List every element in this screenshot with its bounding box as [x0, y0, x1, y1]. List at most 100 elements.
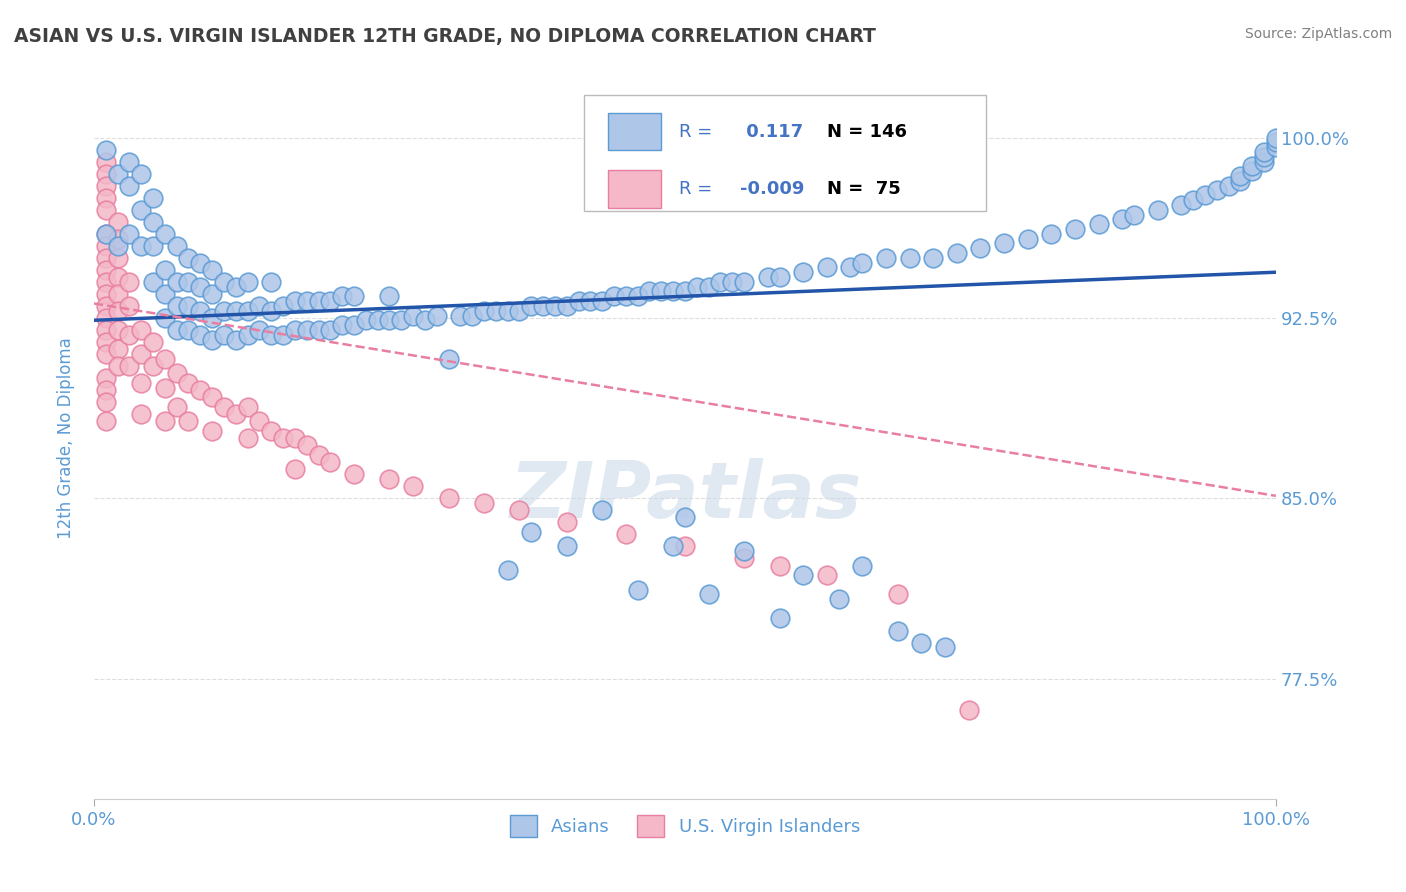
Point — [1111, 212, 1133, 227]
Point — [129, 376, 152, 390]
Point — [555, 299, 578, 313]
Text: Source: ZipAtlas.com: Source: ZipAtlas.com — [1244, 27, 1392, 41]
Point — [426, 309, 449, 323]
Point — [839, 260, 862, 275]
Point — [544, 299, 567, 313]
Point — [284, 323, 307, 337]
Point — [308, 323, 330, 337]
Point — [260, 424, 283, 438]
Point — [94, 227, 117, 241]
Point — [402, 479, 425, 493]
Point — [107, 251, 129, 265]
Point — [212, 303, 235, 318]
Point — [343, 467, 366, 482]
Point — [166, 400, 188, 414]
Point — [1087, 217, 1109, 231]
Point — [260, 303, 283, 318]
Point — [733, 275, 755, 289]
Point — [212, 400, 235, 414]
Point — [153, 414, 176, 428]
Point — [472, 303, 495, 318]
Point — [367, 313, 389, 327]
Legend: Asians, U.S. Virgin Islanders: Asians, U.S. Virgin Islanders — [502, 807, 868, 844]
Point — [271, 431, 294, 445]
Point — [118, 327, 141, 342]
Point — [225, 407, 247, 421]
Point — [129, 239, 152, 253]
Point — [768, 611, 790, 625]
Point — [520, 524, 543, 539]
Point — [851, 558, 873, 573]
Point — [910, 635, 932, 649]
Point — [627, 289, 650, 303]
Point — [330, 289, 353, 303]
Point — [697, 279, 720, 293]
Point — [94, 395, 117, 409]
Point — [271, 299, 294, 313]
Point — [118, 299, 141, 313]
Point — [1040, 227, 1063, 241]
Point — [815, 568, 838, 582]
Point — [638, 285, 661, 299]
Point — [142, 215, 165, 229]
Point — [94, 143, 117, 157]
Point — [177, 275, 200, 289]
Point — [673, 510, 696, 524]
Point — [354, 313, 377, 327]
Point — [118, 359, 141, 373]
Point — [343, 318, 366, 332]
Point — [591, 294, 613, 309]
Point — [733, 551, 755, 566]
Point — [94, 299, 117, 313]
Point — [378, 289, 401, 303]
Point — [212, 275, 235, 289]
Point — [129, 167, 152, 181]
FancyBboxPatch shape — [585, 95, 987, 211]
Point — [94, 334, 117, 349]
Point — [614, 289, 637, 303]
Point — [94, 262, 117, 277]
Point — [1146, 202, 1168, 217]
Text: 0.117: 0.117 — [741, 122, 804, 141]
Point — [673, 285, 696, 299]
Point — [118, 178, 141, 193]
Point — [969, 241, 991, 255]
Point — [142, 191, 165, 205]
Point — [129, 323, 152, 337]
Point — [1170, 198, 1192, 212]
Point — [225, 279, 247, 293]
Point — [94, 323, 117, 337]
Point — [662, 285, 685, 299]
Point — [107, 167, 129, 181]
FancyBboxPatch shape — [609, 112, 661, 150]
Point — [107, 231, 129, 245]
Point — [153, 227, 176, 241]
Point — [792, 568, 814, 582]
Point — [496, 303, 519, 318]
Point — [94, 227, 117, 241]
Point — [815, 260, 838, 275]
Point — [177, 323, 200, 337]
Point — [201, 262, 224, 277]
Point — [389, 313, 412, 327]
Point — [295, 323, 318, 337]
Point — [721, 275, 744, 289]
Point — [166, 239, 188, 253]
Point — [153, 262, 176, 277]
Point — [1253, 145, 1275, 159]
Point — [94, 286, 117, 301]
Point — [1205, 184, 1227, 198]
Point — [118, 227, 141, 241]
Point — [768, 270, 790, 285]
Point — [284, 462, 307, 476]
Point — [94, 347, 117, 361]
Point — [107, 323, 129, 337]
Point — [308, 448, 330, 462]
Point — [201, 310, 224, 325]
Point — [188, 255, 211, 269]
Point — [153, 286, 176, 301]
Point — [673, 539, 696, 553]
Point — [107, 303, 129, 318]
Text: -0.009: -0.009 — [741, 180, 804, 198]
Point — [188, 303, 211, 318]
